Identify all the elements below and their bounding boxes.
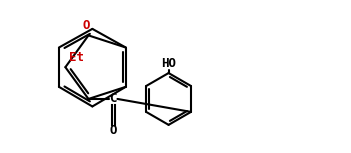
Text: O: O	[83, 19, 91, 32]
Text: O: O	[110, 123, 117, 136]
Text: C: C	[110, 92, 117, 105]
Text: HO: HO	[161, 57, 176, 70]
Text: Et: Et	[69, 51, 84, 64]
